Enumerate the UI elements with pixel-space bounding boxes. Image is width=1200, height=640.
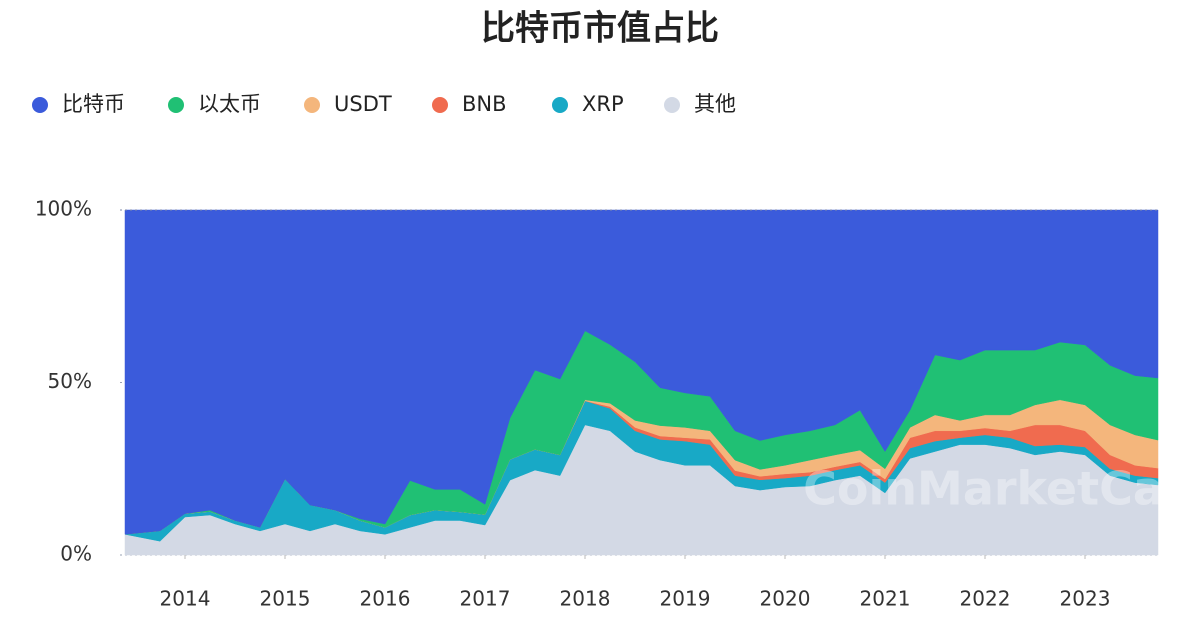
y-tick-label: 50% — [48, 369, 92, 393]
x-tick-label: 2015 — [260, 587, 311, 611]
x-tick-label: 2016 — [360, 587, 411, 611]
legend-label: XRP — [582, 92, 624, 116]
legend-label: 其他 — [694, 92, 736, 116]
legend-label: BNB — [462, 92, 507, 116]
y-tick-label: 0% — [60, 542, 92, 566]
legend-label: 以太币 — [198, 92, 261, 116]
x-tick-label: 2017 — [460, 587, 511, 611]
legend-marker — [32, 97, 48, 113]
legend-label: USDT — [334, 92, 392, 116]
x-tick-label: 2020 — [760, 587, 811, 611]
legend-marker — [304, 97, 320, 113]
y-tick-label: 100% — [35, 197, 92, 221]
legend-marker — [432, 97, 448, 113]
x-tick-label: 2023 — [1060, 587, 1111, 611]
x-tick-label: 2014 — [160, 587, 211, 611]
x-tick-label: 2018 — [560, 587, 611, 611]
legend-marker — [664, 97, 680, 113]
watermark: CoinMarketCap — [803, 462, 1197, 516]
x-tick-label: 2021 — [860, 587, 911, 611]
legend-marker — [168, 97, 184, 113]
legend-marker — [552, 97, 568, 113]
chart-title: 比特币市值占比 — [481, 9, 719, 49]
legend-label: 比特币 — [62, 92, 125, 116]
x-tick-label: 2022 — [960, 587, 1011, 611]
x-tick-label: 2019 — [660, 587, 711, 611]
